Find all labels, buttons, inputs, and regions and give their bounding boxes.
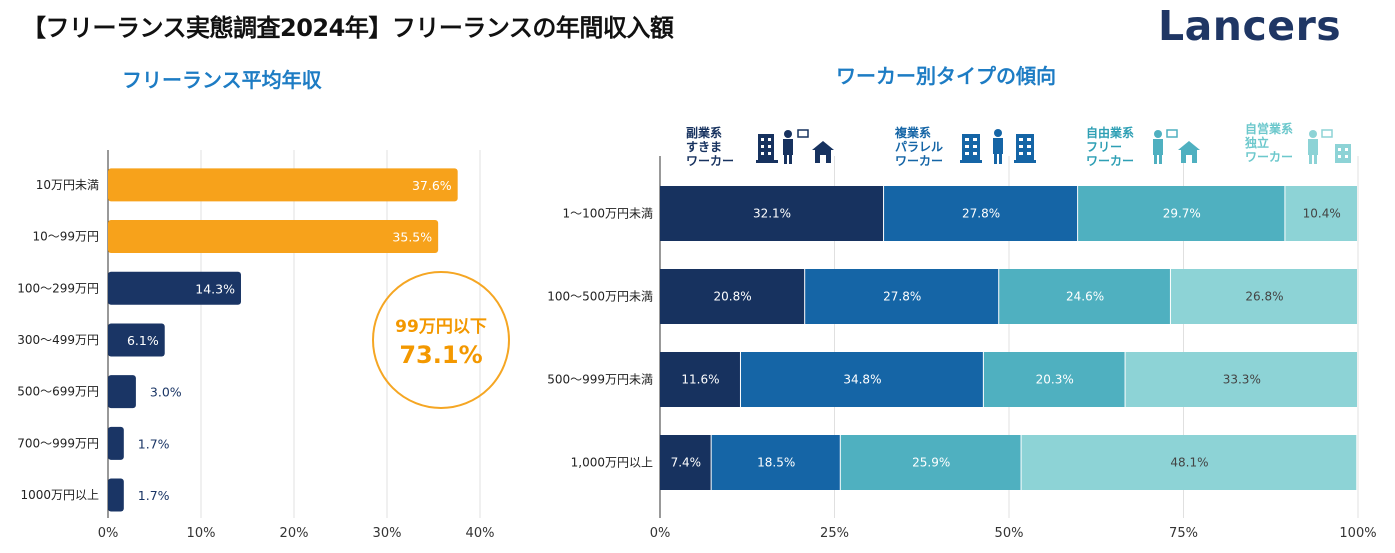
category-label: 10～99万円 <box>32 230 99 244</box>
segment-label: 24.6% <box>1066 290 1104 304</box>
callout-circle: 99万円以下 73.1% <box>372 271 510 409</box>
segment-label: 26.8% <box>1245 290 1283 304</box>
lancers-logo: Lancers <box>1158 2 1342 50</box>
worker-type-label-1: 副業系 すきま ワーカー <box>686 126 735 168</box>
segment-label: 20.8% <box>714 290 752 304</box>
segment-label: 7.4% <box>671 456 702 470</box>
stack-segment <box>660 435 711 490</box>
worker-type-label-3: 自由業系 フリー ワーカー <box>1086 126 1135 168</box>
data-label: 1.7% <box>138 488 170 503</box>
stack-segment <box>999 269 1170 324</box>
category-label: 300～499万円 <box>17 333 99 347</box>
bar <box>108 375 136 409</box>
stack-segment <box>840 435 1021 490</box>
category-label: 1,000万円以上 <box>571 456 653 470</box>
stack-segment <box>711 435 840 490</box>
segment-label: 18.5% <box>757 456 795 470</box>
x-tick-label: 50% <box>995 526 1024 541</box>
data-label: 3.0% <box>150 385 182 400</box>
stack-segment <box>805 269 999 324</box>
segment-label: 33.3% <box>1223 373 1261 387</box>
category-label: 100～299万円 <box>17 281 99 295</box>
stack-segment <box>660 186 884 241</box>
stack-segment <box>884 186 1078 241</box>
segment-label: 34.8% <box>843 373 881 387</box>
x-tick-label: 30% <box>373 526 402 541</box>
x-tick-label: 0% <box>98 526 119 541</box>
stack-segment <box>983 352 1125 407</box>
bar <box>108 220 439 254</box>
bar <box>108 168 458 202</box>
building-person-house-icon <box>756 129 834 164</box>
segment-label: 32.1% <box>753 207 791 221</box>
stack-segment <box>1078 186 1285 241</box>
stack-segment <box>660 352 740 407</box>
category-label: 700～999万円 <box>17 436 99 450</box>
data-label: 35.5% <box>392 230 432 245</box>
data-label: 6.1% <box>127 333 159 348</box>
x-tick-label: 10% <box>187 526 216 541</box>
worker-type-label-2: 複業系 パラレル ワーカー <box>895 126 944 168</box>
worker-type-label-4: 自営業系 独立 ワーカー <box>1245 122 1294 164</box>
x-tick-label: 75% <box>1169 526 1198 541</box>
stack-segment <box>1125 352 1357 407</box>
data-label: 1.7% <box>138 436 170 451</box>
segment-label: 27.8% <box>962 207 1000 221</box>
building-person-building-icon <box>960 129 1036 164</box>
person-building-icon <box>1308 129 1351 164</box>
stack-segment <box>660 269 805 324</box>
stack-segment <box>1285 186 1357 241</box>
bar <box>108 478 124 512</box>
bar <box>108 323 165 357</box>
segment-label: 20.3% <box>1036 373 1074 387</box>
segment-label: 10.4% <box>1303 207 1341 221</box>
callout-value: 73.1% <box>399 340 483 369</box>
segment-label: 29.7% <box>1163 207 1201 221</box>
right-chart-title: ワーカー別タイプの傾向 <box>836 64 1056 88</box>
category-label: 10万円未満 <box>36 178 99 192</box>
stack-segment <box>1170 269 1357 324</box>
segment-label: 27.8% <box>883 290 921 304</box>
x-tick-label: 100% <box>1339 526 1376 541</box>
category-label: 1～100万円未満 <box>562 207 653 221</box>
data-label: 37.6% <box>412 178 452 193</box>
x-tick-label: 25% <box>820 526 849 541</box>
left-chart-title: フリーランス平均年収 <box>122 68 322 92</box>
segment-label: 48.1% <box>1170 456 1208 470</box>
segment-label: 25.9% <box>912 456 950 470</box>
x-tick-label: 40% <box>466 526 495 541</box>
person-house-icon <box>1153 129 1200 164</box>
category-label: 500～999万円未満 <box>547 373 653 387</box>
stack-segment <box>740 352 983 407</box>
bar <box>108 271 241 305</box>
segment-label: 11.6% <box>681 373 719 387</box>
category-label: 100～500万円未満 <box>547 290 653 304</box>
x-tick-label: 20% <box>280 526 309 541</box>
category-label: 500～699万円 <box>17 385 99 399</box>
data-label: 14.3% <box>195 281 235 296</box>
bar <box>108 426 124 460</box>
page-title: 【フリーランス実態調査2024年】フリーランスの年間収入額 <box>22 14 674 42</box>
category-label: 1000万円以上 <box>20 488 99 502</box>
x-tick-label: 0% <box>650 526 671 541</box>
stack-segment <box>1021 435 1357 490</box>
callout-label: 99万円以下 <box>395 316 487 337</box>
